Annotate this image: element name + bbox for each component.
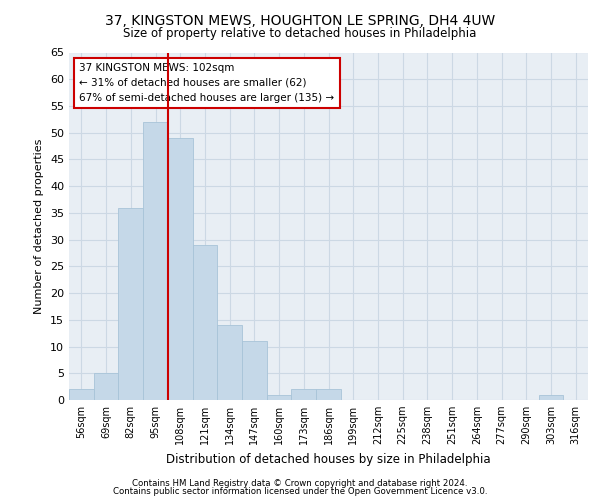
Bar bbox=[242, 341, 267, 400]
Bar bbox=[539, 394, 563, 400]
Bar bbox=[168, 138, 193, 400]
Bar bbox=[143, 122, 168, 400]
Text: Size of property relative to detached houses in Philadelphia: Size of property relative to detached ho… bbox=[124, 28, 476, 40]
Bar bbox=[292, 390, 316, 400]
Bar bbox=[267, 394, 292, 400]
Bar bbox=[69, 390, 94, 400]
Text: 37, KINGSTON MEWS, HOUGHTON LE SPRING, DH4 4UW: 37, KINGSTON MEWS, HOUGHTON LE SPRING, D… bbox=[105, 14, 495, 28]
Text: Contains public sector information licensed under the Open Government Licence v3: Contains public sector information licen… bbox=[113, 487, 487, 496]
Text: 37 KINGSTON MEWS: 102sqm
← 31% of detached houses are smaller (62)
67% of semi-d: 37 KINGSTON MEWS: 102sqm ← 31% of detach… bbox=[79, 63, 335, 102]
Bar bbox=[217, 325, 242, 400]
Bar bbox=[118, 208, 143, 400]
Text: Contains HM Land Registry data © Crown copyright and database right 2024.: Contains HM Land Registry data © Crown c… bbox=[132, 478, 468, 488]
Bar bbox=[316, 390, 341, 400]
Bar bbox=[193, 245, 217, 400]
X-axis label: Distribution of detached houses by size in Philadelphia: Distribution of detached houses by size … bbox=[166, 452, 491, 466]
Y-axis label: Number of detached properties: Number of detached properties bbox=[34, 138, 44, 314]
Bar bbox=[94, 374, 118, 400]
